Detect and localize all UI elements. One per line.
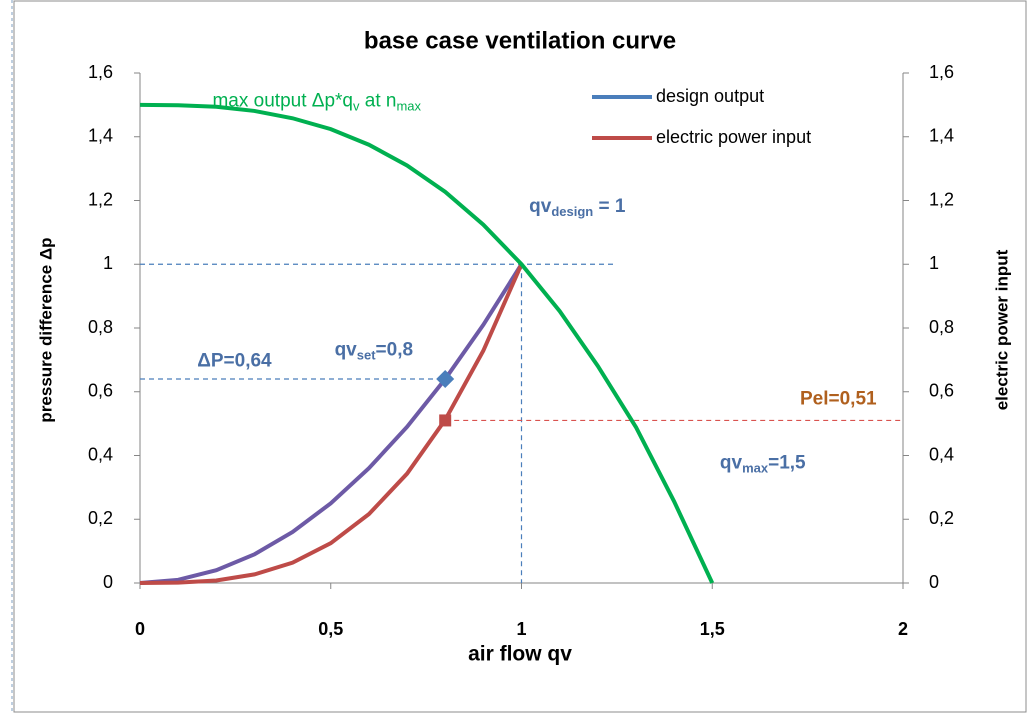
- y-tick-label: 0,4: [88, 444, 113, 464]
- x-tick-label: 2: [898, 619, 908, 639]
- y2-tick-label: 1,6: [929, 62, 954, 82]
- chart-title: base case ventilation curve: [364, 27, 676, 54]
- y-tick-label: 1,6: [88, 62, 113, 82]
- y-tick-label: 1,4: [88, 126, 113, 146]
- legend-label: design output: [656, 86, 764, 106]
- annotation: Pel=0,51: [800, 389, 877, 410]
- legend-label: electric power input: [656, 127, 811, 147]
- annotation: qvmax=1,5: [720, 452, 806, 475]
- annotation-part: max: [742, 461, 769, 476]
- y2-tick-label: 0,4: [929, 444, 954, 464]
- series-line: [139, 263, 524, 585]
- annotation: qvdesign = 1: [529, 196, 626, 219]
- y2-tick-label: 1,2: [929, 189, 954, 209]
- marker: [439, 414, 452, 427]
- marker: [436, 370, 455, 388]
- annotation: qvset=0,8: [335, 339, 414, 362]
- y2-axis-label: electric power input: [992, 249, 1011, 410]
- annotation-part: at n: [359, 91, 396, 112]
- y2-tick-label: 1: [929, 253, 939, 273]
- y-tick-label: 0: [103, 572, 113, 592]
- annotation: ΔP=0,64: [197, 350, 272, 371]
- y2-tick-label: 1,4: [929, 126, 954, 146]
- series-line: [139, 102, 715, 584]
- annotation-part: = 1: [593, 196, 626, 217]
- y2-tick-label: 0: [929, 572, 939, 592]
- annotation-part: =1,5: [768, 452, 806, 473]
- annotation-part: qv: [335, 339, 358, 360]
- x-tick-label: 1: [516, 619, 526, 639]
- series-line: [139, 263, 524, 585]
- y-tick-label: 1: [103, 253, 113, 273]
- annotation-part: v: [353, 99, 360, 114]
- annotation: max output Δp*qv at nmax: [212, 91, 421, 114]
- annotation-part: =0,8: [376, 339, 414, 360]
- y2-tick-label: 0,8: [929, 317, 954, 337]
- y-tick-label: 0,8: [88, 317, 113, 337]
- y2-tick-label: 0,2: [929, 508, 954, 528]
- y2-tick-label: 0,6: [929, 381, 954, 401]
- annotation-part: ΔP=0,64: [197, 350, 272, 371]
- y-axis-label: pressure difference Δp: [36, 237, 55, 422]
- y-tick-label: 0,2: [88, 508, 113, 528]
- x-tick-label: 0,5: [318, 619, 343, 639]
- annotation-part: design: [551, 204, 593, 219]
- annotation-part: qv: [529, 196, 552, 217]
- x-axis-label: air flow qv: [468, 643, 572, 666]
- y-tick-label: 1,2: [88, 189, 113, 209]
- annotation-part: Pel=0,51: [800, 389, 877, 410]
- x-tick-label: 0: [135, 619, 145, 639]
- x-tick-label: 1,5: [700, 619, 725, 639]
- annotation-part: max: [396, 99, 421, 114]
- annotation-part: set: [357, 348, 376, 363]
- annotation-part: qv: [720, 452, 743, 473]
- y-tick-label: 0,6: [88, 381, 113, 401]
- chart-frame: [13, 0, 1027, 713]
- annotation-part: max output Δp*q: [212, 91, 352, 112]
